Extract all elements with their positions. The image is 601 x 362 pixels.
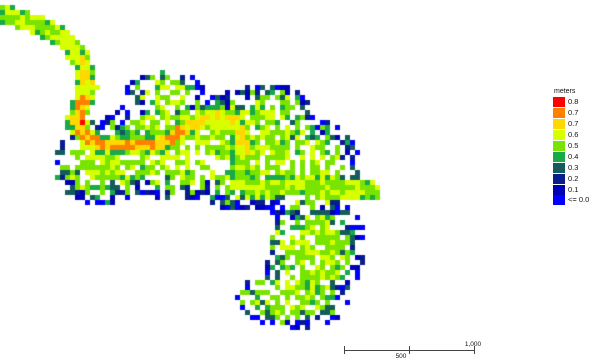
scale-bar-tick-start	[344, 346, 345, 354]
legend-label: 0.6	[568, 130, 579, 140]
scale-bar-tick-end	[474, 346, 475, 354]
legend-label: 0.4	[568, 151, 579, 161]
legend-swatch	[553, 119, 565, 130]
legend-item: 0.8	[553, 97, 597, 108]
legend-label: 0.7	[568, 119, 579, 129]
legend-swatch	[553, 184, 565, 195]
legend-item: 0.2	[553, 173, 597, 184]
scale-bar-tick-mid	[409, 346, 410, 354]
legend-swatch	[553, 195, 565, 206]
legend-list: 0.8 0.7 0.7 0.6 0.5 0.4	[553, 97, 597, 206]
scale-bar: 500 1,000	[336, 339, 496, 362]
legend-label: 0.8	[568, 97, 579, 107]
legend-item: 0.3	[553, 162, 597, 173]
scale-bar-label-end: 1,000	[464, 341, 482, 348]
scale-bar-label-mid: 500	[395, 353, 407, 360]
legend-swatch	[553, 108, 565, 119]
legend-label: 0.5	[568, 141, 579, 150]
legend-item: 0.5	[553, 141, 597, 152]
legend-item: 0.6	[553, 130, 597, 141]
legend-item: 0.7	[553, 119, 597, 130]
legend-item: 0.1	[553, 184, 597, 195]
legend-swatch	[553, 141, 565, 151]
legend-label: 0.3	[568, 162, 579, 172]
legend-title: meters	[554, 88, 576, 95]
legend-label: 0.1	[568, 184, 579, 194]
legend-item: <= 0.0	[553, 195, 597, 206]
legend-swatch	[553, 130, 565, 141]
legend-swatch	[553, 162, 565, 173]
legend-label: 0.7	[568, 108, 579, 118]
legend-label: <= 0.0	[568, 195, 590, 205]
legend-label: 0.2	[568, 173, 579, 183]
depth-legend: meters 0.8 0.7 0.7 0.6 0.5	[553, 88, 597, 206]
legend-swatch	[553, 173, 565, 184]
legend-swatch	[553, 97, 565, 108]
legend-item: 0.7	[553, 108, 597, 119]
legend-swatch	[553, 151, 565, 162]
legend-item: 0.4	[553, 151, 597, 162]
